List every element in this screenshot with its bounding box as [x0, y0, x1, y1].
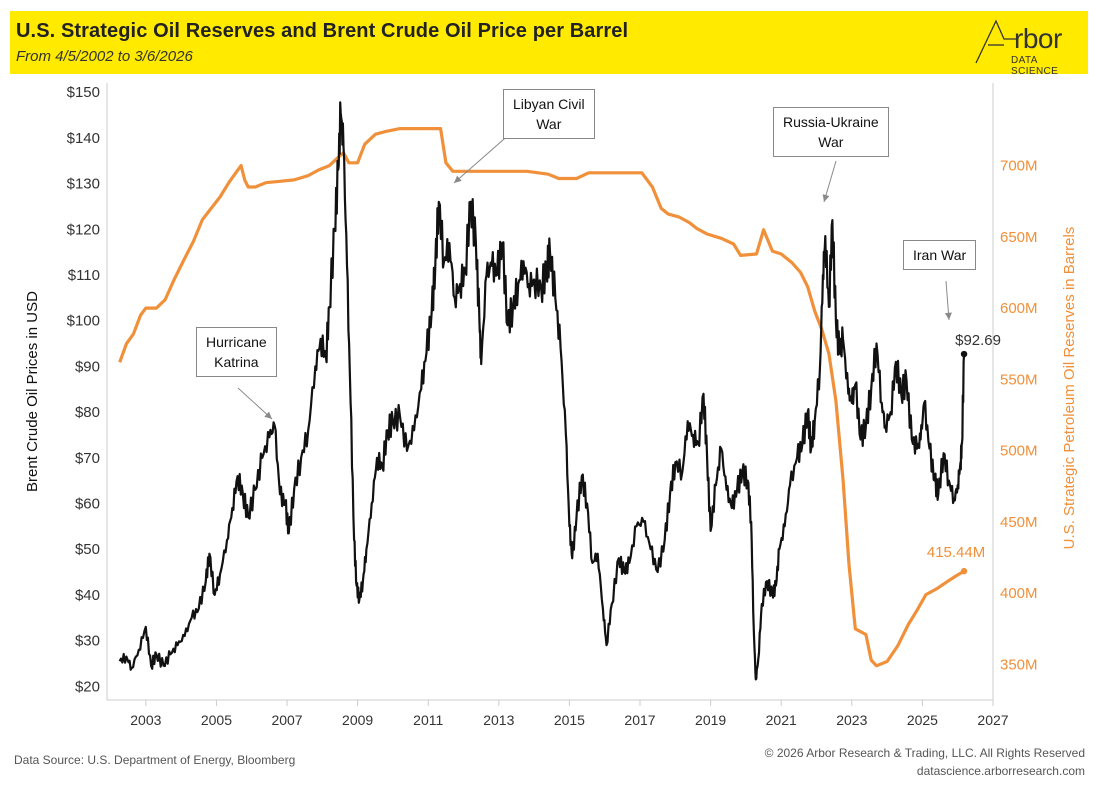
x-tick-label: 2023 — [836, 712, 867, 728]
arrow-libya-head — [454, 175, 462, 183]
annotation-iran-war: Iran War — [903, 240, 977, 270]
y-tick-label: $80 — [75, 404, 100, 421]
annotation-russia-ukraine-war: Russia-Ukraine War — [773, 107, 889, 157]
y-tick-label: $140 — [67, 130, 100, 147]
arrow-katrina-line — [237, 387, 273, 420]
y2-axis-title: U.S. Strategic Petroleum Oil Reserves in… — [1061, 227, 1078, 550]
arrow-iran-head — [944, 312, 952, 320]
x-tick-label: 2027 — [977, 712, 1008, 728]
y2-tick-label: 650M — [1000, 229, 1038, 246]
arrow-katrina-head — [264, 411, 272, 419]
y-tick-label: $70 — [75, 450, 100, 467]
annotation-libya-line1: Libyan Civil — [513, 96, 585, 112]
series-layer — [118, 101, 968, 681]
brent-end-point — [960, 350, 968, 358]
annotation-libya-line2: War — [536, 116, 562, 132]
annotation-iran-line1: Iran War — [913, 247, 967, 263]
x-tick-label: 2003 — [130, 712, 161, 728]
x-tick-label: 2017 — [624, 712, 655, 728]
spr-end-label: 415.44M — [927, 544, 985, 561]
arbor-logo: rbor DATA SCIENCE — [970, 15, 1082, 77]
x-tick-label: 2019 — [695, 712, 726, 728]
y2-tick-label: 700M — [1000, 158, 1038, 175]
y-axis-title: Brent Crude Oil Prices in USD — [24, 291, 41, 492]
logo-subtitle: DATA SCIENCE — [1011, 55, 1059, 77]
y2-tick-label: 550M — [1000, 371, 1038, 388]
y2-tick-label: 400M — [1000, 585, 1038, 602]
chart-title: U.S. Strategic Oil Reserves and Brent Cr… — [16, 20, 629, 42]
chart-subtitle: From 4/5/2002 to 3/6/2026 — [16, 48, 193, 65]
x-tick-label: 2009 — [342, 712, 373, 728]
series-line-spr — [118, 127, 965, 668]
y-tick-label: $90 — [75, 358, 100, 375]
logo-mark-icon — [975, 19, 1016, 64]
y2-tick-label: 500M — [1000, 443, 1038, 460]
annotation-libyan-civil-war: Libyan Civil War — [503, 89, 595, 139]
annotation-russia-line1: Russia-Ukraine — [783, 114, 879, 130]
x-tick-label: 2015 — [554, 712, 585, 728]
y-tick-label: $120 — [67, 221, 100, 238]
annotation-hurricane-katrina: Hurricane Katrina — [196, 327, 277, 377]
y-tick-label: $30 — [75, 633, 100, 650]
footer-credits: © 2026 Arbor Research & Trading, LLC. Al… — [765, 744, 1085, 780]
spr-end-point — [960, 567, 968, 575]
y-tick-label: $20 — [75, 678, 100, 695]
y-tick-label: $130 — [67, 176, 100, 193]
y2-tick-label: 350M — [1000, 656, 1038, 673]
y-tick-label: $100 — [67, 313, 100, 330]
x-tick-label: 2011 — [413, 712, 443, 728]
x-tick-label: 2021 — [766, 712, 797, 728]
x-tick-label: 2007 — [271, 712, 302, 728]
y2-tick-label: 600M — [1000, 300, 1038, 317]
x-tick-label: 2013 — [483, 712, 514, 728]
copyright-notice: © 2026 Arbor Research & Trading, LLC. Al… — [764, 746, 1085, 760]
brent-end-label: $92.69 — [955, 332, 1001, 349]
annotation-russia-line2: War — [818, 134, 844, 150]
header-banner: U.S. Strategic Oil Reserves and Brent Cr… — [10, 11, 1088, 77]
website-link[interactable]: datascience.arborresearch.com — [916, 764, 1085, 778]
y-tick-label: $50 — [75, 541, 100, 558]
y-tick-label: $40 — [75, 587, 100, 604]
y-tick-label: $60 — [75, 495, 100, 512]
x-tick-label: 2005 — [201, 712, 232, 728]
axes-layer: $20 $30 $40 $50 $60 $70 $80 $90 $100 $110 $120 $130… — [24, 83, 1078, 728]
arrow-russia-head — [822, 194, 830, 202]
x-tick-label: 2025 — [907, 712, 938, 728]
logo-wordmark: rbor — [1014, 23, 1062, 54]
y2-tick-label: 450M — [1000, 514, 1038, 531]
annotation-katrina-line1: Hurricane — [206, 334, 267, 350]
y-tick-label: $150 — [67, 84, 100, 101]
series-line-brent — [118, 101, 966, 681]
data-source-note: Data Source: U.S. Department of Energy, … — [14, 753, 296, 767]
y-tick-label: $110 — [68, 267, 100, 284]
annotation-katrina-line2: Katrina — [214, 354, 259, 370]
